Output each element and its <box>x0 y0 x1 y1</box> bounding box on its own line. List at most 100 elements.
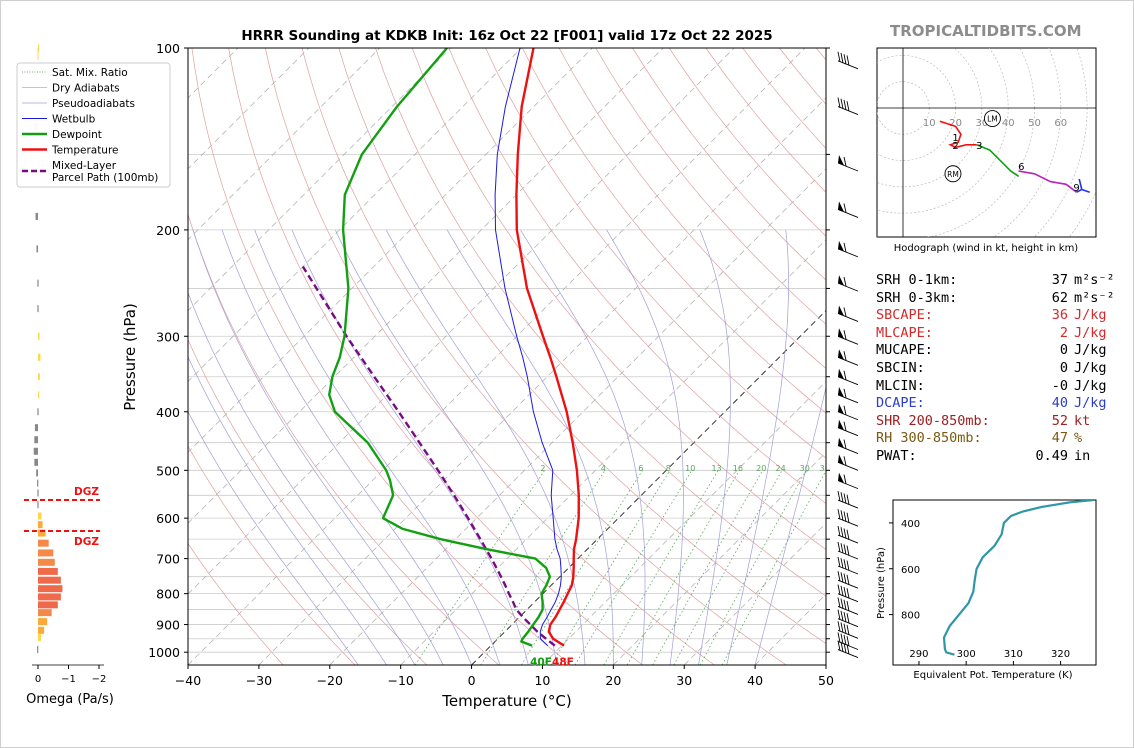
moist-adiabat <box>291 229 529 665</box>
legend: Sat. Mix. Ratio Dry Adiabats Pseudoadiabat… <box>16 62 171 188</box>
theta-e-y-tick-label: 400 <box>901 519 920 530</box>
omega-bar <box>34 424 38 432</box>
mixing-ratio-line <box>521 470 643 665</box>
barb-flag <box>840 492 844 503</box>
wind-barb <box>837 97 859 115</box>
barb-staff <box>837 565 859 575</box>
y-tick-label: 600 <box>156 511 180 526</box>
barb-staff <box>837 60 859 70</box>
omega-x-tick-label: −1 <box>61 674 76 685</box>
barb-pennant <box>838 419 844 431</box>
hodograph-trace <box>1018 170 1078 193</box>
barb-pennant <box>838 201 844 212</box>
x-axis-label: Temperature (°C) <box>441 692 571 710</box>
x-tick-label: 10 <box>534 673 550 688</box>
mixing-ratio-label: 20 <box>756 464 766 473</box>
param-unit: J/kg <box>1074 395 1107 412</box>
omega-bar <box>38 567 58 575</box>
dewpoint-line <box>328 48 552 647</box>
y-tick-label: 1000 <box>148 645 180 660</box>
theta-e-y-tick-label: 600 <box>901 565 920 576</box>
y-tick-label: 900 <box>156 618 180 633</box>
wind-barb <box>837 454 859 471</box>
barb-flag <box>846 624 850 636</box>
moist-adiabat <box>192 229 444 665</box>
isotherm <box>400 239 826 665</box>
omega-bar <box>33 447 38 455</box>
omega-xlabel: Omega (Pa/s) <box>26 692 114 707</box>
barb-flag <box>837 632 841 643</box>
dry-adiabat <box>338 48 826 645</box>
barb-flag <box>843 573 847 584</box>
omega-x-tick-label: 0 <box>35 674 41 685</box>
brand-watermark: TROPICALTIDBITS.COM <box>890 22 1082 40</box>
y-tick-label: 300 <box>156 329 180 344</box>
barb-flag <box>843 544 847 555</box>
legend-label: Sat. Mix. Ratio <box>52 67 128 79</box>
hodograph-ring-label: 10 <box>923 118 936 129</box>
mixing-ratio-line <box>673 470 783 665</box>
barb-staff <box>837 106 859 115</box>
x-tick-label: −40 <box>175 673 201 688</box>
moist-adiabat <box>754 385 826 665</box>
storm-motion-marker <box>944 165 962 183</box>
barb-flag <box>843 330 847 340</box>
surface-temperature-label: 48F <box>552 657 574 669</box>
hodograph-height-label: 3 <box>976 141 982 152</box>
main-plot-data <box>301 48 580 647</box>
omega-bar <box>37 279 39 287</box>
param-row: SBCIN: 0 J/kg <box>876 360 1116 378</box>
parameters-table: SRH 0-1km: 37 m²s⁻² SRH 0-3km: 62 m²s⁻² SBCAPE… <box>876 272 1116 466</box>
barb-flag <box>837 490 841 502</box>
barb-pennant <box>838 349 844 360</box>
x-tick-label: −20 <box>317 673 343 688</box>
barb-flag <box>846 55 850 66</box>
moist-adiabat <box>726 229 789 665</box>
mixing-ratio-line <box>699 470 807 665</box>
param-unit: % <box>1074 430 1083 447</box>
mixing-ratio-label: 2 <box>540 464 545 473</box>
omega-bar <box>38 601 58 609</box>
omega-bar <box>37 408 39 416</box>
barb-flag <box>846 644 850 655</box>
main-plot-axes: −40 −30 −20 −10 0 10 20 30 40 50 100 200 300 400 500 60… <box>148 41 834 688</box>
wind-barbs <box>837 51 859 658</box>
barb-flag <box>837 51 841 62</box>
omega-bar <box>34 436 38 444</box>
barb-staff <box>837 579 859 589</box>
omega-bar <box>36 469 38 477</box>
barb-flag <box>837 541 841 553</box>
dry-adiabat <box>191 48 571 665</box>
barb-flag <box>837 621 841 632</box>
wetbulb-line <box>494 48 562 646</box>
isotherm <box>613 451 826 665</box>
omega-bar <box>38 373 40 381</box>
param-row: SHR 200-850mb: 52 kt <box>876 413 1116 431</box>
param-label: DCAPE: <box>876 395 925 412</box>
isotherm <box>188 48 735 595</box>
wind-barb <box>837 201 859 218</box>
barb-staff <box>837 618 859 628</box>
param-label: SHR 200-850mb: <box>876 412 990 429</box>
barb-flag <box>843 99 847 111</box>
param-row: SBCAPE: 36 J/kg <box>876 307 1116 325</box>
hodograph-ring-label: 20 <box>949 118 962 129</box>
legend-label: Pseudoadiabats <box>52 98 135 110</box>
param-unit: kt <box>1074 412 1091 429</box>
param-unit: m²s⁻² <box>1074 272 1115 288</box>
dry-adiabat <box>188 542 284 665</box>
param-unit: m²s⁻² <box>1074 289 1115 306</box>
barb-flag <box>843 642 847 654</box>
barb-flag <box>840 558 844 569</box>
omega-bar <box>37 501 39 509</box>
storm-motion-label: LM <box>987 115 998 124</box>
barb-flag <box>843 599 847 610</box>
param-value: 0 <box>1059 359 1068 376</box>
barb-flag <box>837 640 841 651</box>
barb-flag <box>837 571 841 582</box>
param-label: MUCAPE: <box>876 342 933 359</box>
isotherm <box>683 522 826 665</box>
hodograph-ring-label: 60 <box>1054 118 1067 129</box>
mixing-ratio-label: 13 <box>711 464 721 473</box>
